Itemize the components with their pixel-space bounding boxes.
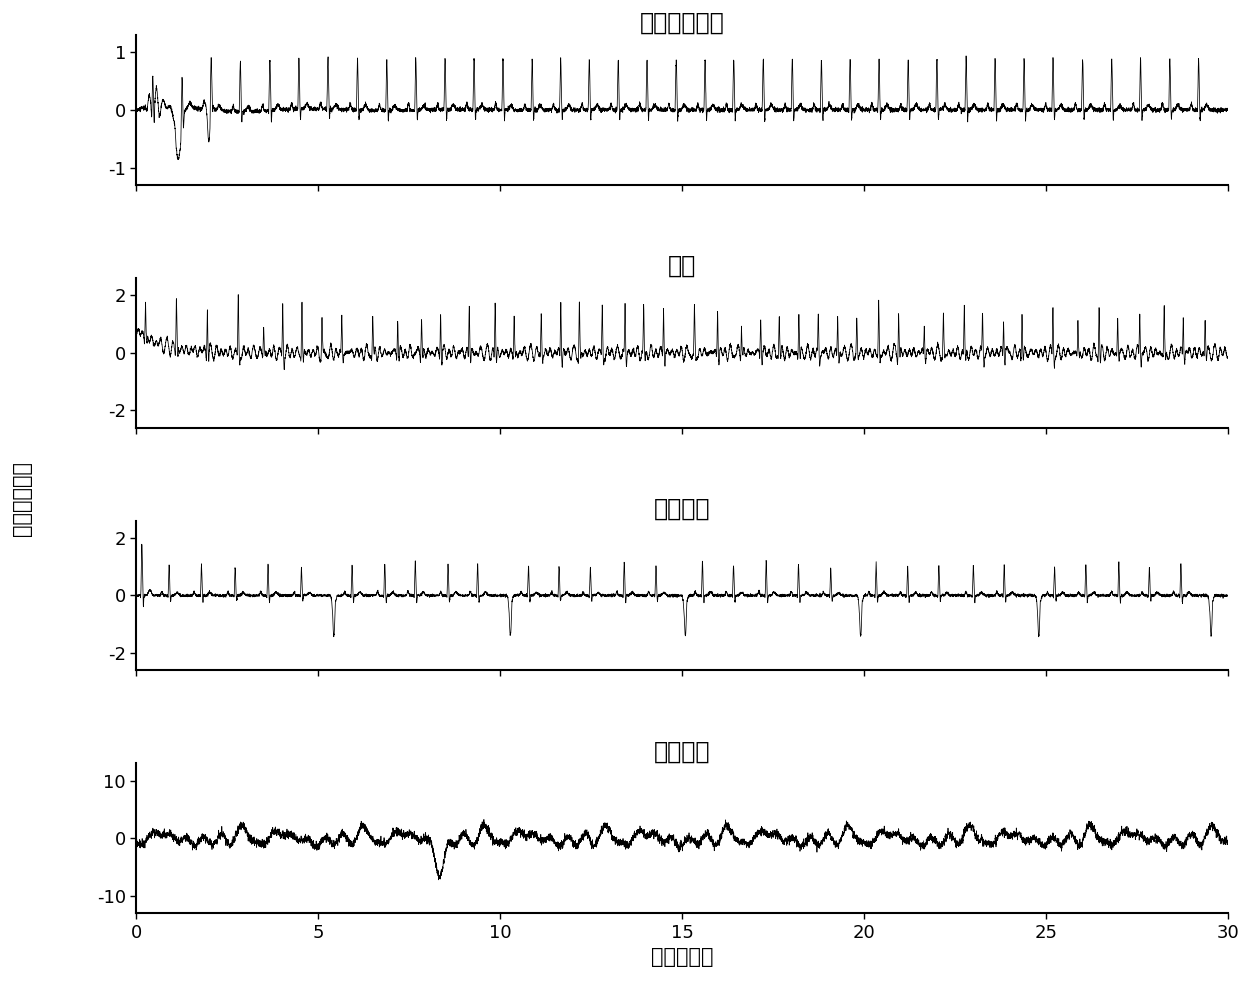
X-axis label: 时间（秒）: 时间（秒）: [651, 947, 713, 967]
Text: 电势（毫伏）: 电势（毫伏）: [12, 461, 32, 537]
Title: 房颤: 房颤: [668, 253, 696, 277]
Title: 噪声过高: 噪声过高: [653, 740, 711, 763]
Title: 正常窦性心律: 正常窦性心律: [640, 11, 724, 35]
Title: 其他心律: 其他心律: [653, 497, 711, 521]
